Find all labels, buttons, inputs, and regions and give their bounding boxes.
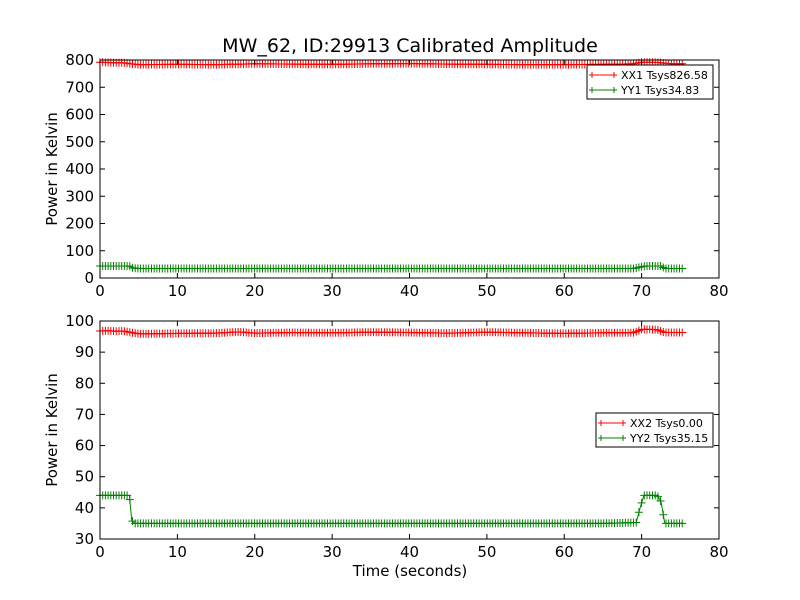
- bottom-y-tick-label: 100: [65, 312, 94, 330]
- legend-marker: [611, 87, 617, 93]
- legend-marker: [620, 435, 626, 441]
- bottom-y-tick-label: 50: [75, 468, 94, 486]
- x-axis-label: Time (seconds): [352, 562, 468, 580]
- legend-marker: [598, 420, 604, 426]
- bottom-legend: XX2 Tsys0.00 YY2 Tsys35.15: [595, 412, 714, 448]
- bottom-x-tick-label: 0: [95, 543, 105, 561]
- legend-label: XX2 Tsys0.00: [630, 417, 703, 430]
- bottom-x-tick-label: 40: [400, 543, 419, 561]
- top-x-tick-label: 0: [95, 282, 105, 300]
- bottom-data-point-marker: [123, 491, 132, 500]
- bottom-plot-panel: 0 10 20 30 40 50 60 70 80 30 40 50 60 70 80 90 100 Power…: [43, 312, 729, 580]
- chart-title: MW_62, ID:29913 Calibrated Amplitude: [222, 35, 598, 57]
- bottom-y-tick-label: 30: [75, 530, 94, 548]
- bottom-y-tick-label: 70: [75, 405, 94, 423]
- bottom-legend-entry-1: XX2 Tsys0.00: [598, 417, 703, 430]
- bottom-series-2: [96, 491, 687, 528]
- top-y-tick-label: 0: [84, 269, 94, 287]
- bottom-data-point-marker: [678, 328, 687, 337]
- bottom-y-tick-label: 80: [75, 374, 94, 392]
- top-legend-box: [586, 64, 714, 100]
- top-plot-panel: 0 10 20 30 40 50 60 70 8001002003004005006007008…: [43, 51, 729, 300]
- legend-marker: [589, 72, 595, 78]
- bottom-y-tick-label: 60: [75, 437, 94, 455]
- top-y-tick-label: 400: [65, 160, 94, 178]
- top-plot-area: 0 10 20 30 40 50 60 70 8001002003004005006007008…: [65, 51, 728, 300]
- legend-marker: [611, 72, 617, 78]
- legend-label: YY1 Tsys34.83: [620, 84, 699, 97]
- top-y-tick-label: 800: [65, 51, 94, 69]
- bottom-x-tick-label: 60: [555, 543, 574, 561]
- bottom-data-point-marker: [637, 498, 646, 507]
- bottom-y-tick-label: 40: [75, 499, 94, 517]
- bottom-data-point-marker: [678, 519, 687, 528]
- bottom-x-tick-label: 80: [709, 543, 728, 561]
- bottom-data-point-marker: [659, 510, 668, 519]
- bottom-x-tick-label: 10: [168, 543, 187, 561]
- legend-label: XX1 Tsys826.58: [621, 69, 708, 82]
- top-y-tick-label: 700: [65, 78, 94, 96]
- bottom-legend-entry-2: YY2 Tsys35.15: [598, 432, 708, 445]
- bottom-legend-box: [595, 412, 714, 448]
- top-x-tick-label: 10: [168, 282, 187, 300]
- top-x-tick-label: 20: [245, 282, 264, 300]
- bottom-y-tick-label: 90: [75, 343, 94, 361]
- top-y-axis-label: Power in Kelvin: [43, 112, 61, 226]
- top-legend-entry-1: XX1 Tsys826.58: [589, 69, 708, 82]
- top-y-tick-label: 200: [65, 215, 94, 233]
- bottom-data-point-marker: [632, 518, 641, 527]
- legend-label: YY2 Tsys35.15: [629, 432, 708, 445]
- top-x-tick-label: 70: [632, 282, 651, 300]
- bottom-x-tick-label: 20: [245, 543, 264, 561]
- bottom-data-point-marker: [125, 495, 134, 504]
- top-y-tick-label: 600: [65, 106, 94, 124]
- bottom-x-tick-label: 30: [323, 543, 342, 561]
- top-y-tick-label: 500: [65, 133, 94, 151]
- legend-marker: [620, 420, 626, 426]
- top-legend-entry-2: YY1 Tsys34.83: [589, 84, 699, 97]
- top-x-tick-label: 80: [709, 282, 728, 300]
- bottom-data-point-marker: [656, 497, 665, 505]
- top-x-tick-label: 60: [555, 282, 574, 300]
- top-x-tick-label: 40: [400, 282, 419, 300]
- top-x-tick-label: 30: [323, 282, 342, 300]
- legend-marker: [598, 435, 604, 441]
- bottom-y-axis-label: Power in Kelvin: [43, 373, 61, 487]
- bottom-x-tick-label: 70: [632, 543, 651, 561]
- top-y-tick-label: 300: [65, 187, 94, 205]
- bottom-data-point-marker: [634, 508, 643, 517]
- top-y-tick-label: 100: [65, 242, 94, 260]
- top-legend: XX1 Tsys826.58 YY1 Tsys34.83: [586, 64, 714, 100]
- bottom-data-point-marker: [653, 492, 662, 501]
- legend-marker: [589, 87, 595, 93]
- bottom-plot-area: 0 10 20 30 40 50 60 70 80 30 40 50 60 70 80 90 100: [65, 312, 728, 561]
- top-data-point-marker: [678, 264, 687, 273]
- top-x-tick-label: 50: [477, 282, 496, 300]
- bottom-x-tick-label: 50: [477, 543, 496, 561]
- top-series-2: [96, 262, 687, 273]
- bottom-series-1: [96, 325, 687, 338]
